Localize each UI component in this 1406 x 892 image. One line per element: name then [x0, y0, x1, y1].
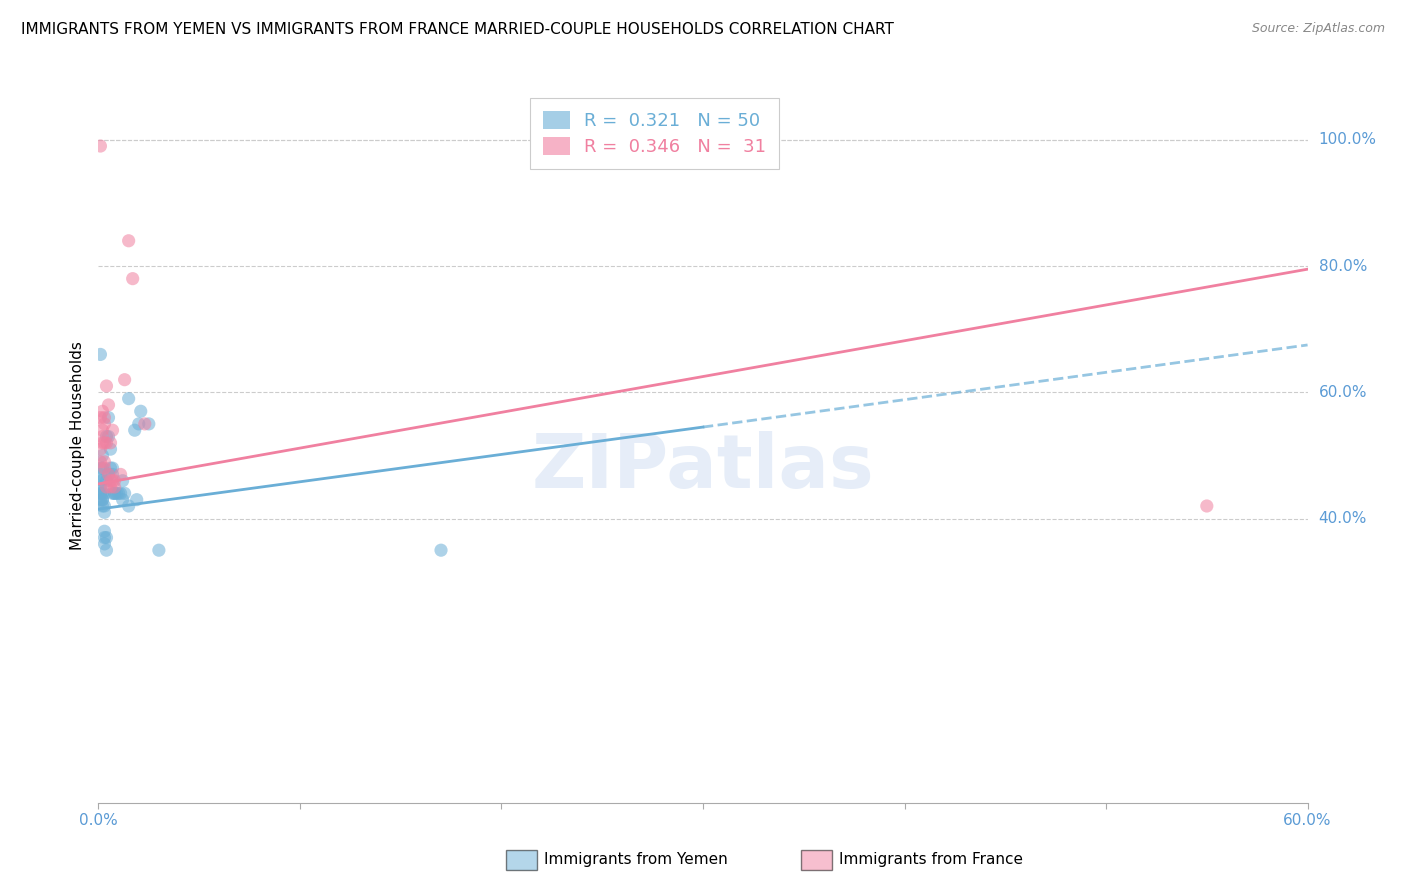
Point: [103, 486, 125, 500]
Text: Source: ZipAtlas.com: Source: ZipAtlas.com: [1251, 22, 1385, 36]
Point: [96, 480, 118, 494]
Point: [103, 480, 125, 494]
Point: [138, 417, 160, 431]
Text: 60.0%: 60.0%: [1319, 384, 1367, 400]
Text: IMMIGRANTS FROM YEMEN VS IMMIGRANTS FROM FRANCE MARRIED-COUPLE HOUSEHOLDS CORREL: IMMIGRANTS FROM YEMEN VS IMMIGRANTS FROM…: [21, 22, 894, 37]
Point: [96, 379, 118, 393]
Point: [100, 442, 122, 457]
Point: [93, 435, 115, 450]
Point: [89, 486, 111, 500]
Point: [91, 429, 114, 443]
Point: [91, 492, 114, 507]
Point: [101, 474, 124, 488]
Point: [121, 271, 143, 285]
Point: [93, 461, 115, 475]
Point: [101, 486, 124, 500]
Point: [89, 410, 111, 425]
Point: [93, 531, 115, 545]
Point: [148, 543, 170, 558]
Text: 80.0%: 80.0%: [1319, 259, 1367, 274]
Point: [93, 537, 115, 551]
FancyBboxPatch shape: [506, 850, 537, 870]
Point: [93, 417, 115, 431]
Point: [93, 486, 115, 500]
Point: [105, 486, 128, 500]
Point: [111, 492, 134, 507]
Point: [91, 461, 114, 475]
Point: [89, 461, 111, 475]
Point: [118, 234, 141, 248]
Point: [128, 417, 150, 431]
FancyBboxPatch shape: [801, 850, 832, 870]
Text: Immigrants from France: Immigrants from France: [839, 853, 1024, 867]
Point: [118, 392, 141, 406]
Point: [124, 423, 146, 437]
Point: [89, 474, 111, 488]
Point: [125, 492, 148, 507]
Point: [101, 461, 124, 475]
Point: [89, 480, 111, 494]
Point: [91, 404, 114, 418]
Point: [89, 467, 111, 482]
Point: [93, 505, 115, 519]
Point: [93, 410, 115, 425]
Point: [111, 474, 134, 488]
Point: [97, 429, 120, 443]
Point: [101, 423, 124, 437]
Text: ZIPatlas: ZIPatlas: [531, 431, 875, 504]
Point: [100, 474, 122, 488]
Point: [103, 486, 125, 500]
Point: [100, 480, 122, 494]
Point: [114, 486, 136, 500]
Point: [93, 499, 115, 513]
Point: [129, 404, 152, 418]
Point: [118, 499, 141, 513]
Point: [100, 435, 122, 450]
Point: [89, 139, 111, 153]
Point: [96, 474, 118, 488]
Point: [91, 435, 114, 450]
Y-axis label: Married-couple Households: Married-couple Households: [69, 342, 84, 550]
Point: [96, 429, 118, 443]
Point: [89, 442, 111, 457]
Point: [107, 486, 129, 500]
Point: [97, 467, 120, 482]
Text: Immigrants from Yemen: Immigrants from Yemen: [544, 853, 728, 867]
Point: [110, 467, 132, 482]
Text: 40.0%: 40.0%: [1319, 511, 1367, 526]
Point: [89, 486, 111, 500]
Point: [97, 467, 120, 482]
Point: [134, 417, 156, 431]
Point: [91, 474, 114, 488]
Point: [96, 543, 118, 558]
Point: [97, 410, 120, 425]
Point: [91, 486, 114, 500]
Point: [91, 423, 114, 437]
Point: [110, 486, 132, 500]
Point: [96, 531, 118, 545]
Point: [103, 474, 125, 488]
Point: [91, 492, 114, 507]
Point: [93, 455, 115, 469]
Legend: R =  0.321   N = 50, R =  0.346   N =  31: R = 0.321 N = 50, R = 0.346 N = 31: [530, 98, 779, 169]
Point: [430, 543, 453, 558]
Point: [1195, 499, 1218, 513]
Point: [114, 373, 136, 387]
Text: 100.0%: 100.0%: [1319, 132, 1376, 147]
Point: [100, 461, 122, 475]
Point: [89, 492, 111, 507]
Point: [96, 435, 118, 450]
Point: [91, 499, 114, 513]
Point: [101, 467, 124, 482]
Point: [97, 398, 120, 412]
Point: [91, 449, 114, 463]
Point: [93, 524, 115, 539]
Point: [89, 347, 111, 361]
Point: [89, 455, 111, 469]
